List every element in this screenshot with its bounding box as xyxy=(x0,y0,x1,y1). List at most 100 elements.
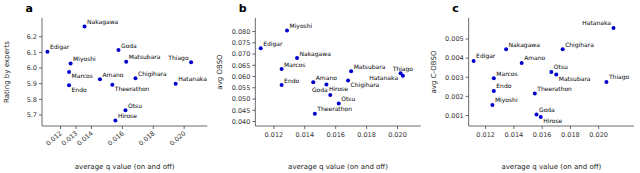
y-tick-label: 0.050 xyxy=(232,95,251,103)
y-tick xyxy=(252,54,255,55)
x-tick-label: 0.014 xyxy=(295,131,314,139)
point-label: Theerathon xyxy=(316,105,352,112)
x-axis-label: average q value (on and off) xyxy=(288,163,388,171)
point xyxy=(133,76,137,80)
x-tick-label: 0.016 xyxy=(326,131,345,139)
point xyxy=(539,115,543,119)
x-tick xyxy=(75,126,76,129)
x-tick-label: 0.012 xyxy=(265,131,284,139)
panel-title: a xyxy=(25,2,32,15)
point-label: Goda xyxy=(312,86,328,93)
point xyxy=(561,47,565,51)
panel: 0.0400.0450.0500.0550.0600.0650.0700.075… xyxy=(216,2,420,171)
point xyxy=(346,79,350,83)
point-label: Chigihara xyxy=(138,70,167,78)
point xyxy=(69,61,73,65)
x-tick xyxy=(335,126,336,129)
point-label: Thiago xyxy=(608,73,630,81)
y-tick xyxy=(39,52,42,53)
point-label: Hirose xyxy=(329,85,348,92)
x-tick xyxy=(366,126,367,129)
x-tick xyxy=(513,126,514,129)
chart-root: 5.75.85.96.06.16.20.0120.0130.0140.0160.… xyxy=(0,0,640,173)
y-tick-label: 5.7 xyxy=(27,111,37,119)
point xyxy=(554,72,558,76)
y-axis-line xyxy=(255,18,256,126)
point-label: Nakagawa xyxy=(509,41,541,49)
y-tick-label: 6.1 xyxy=(27,49,37,57)
point-label: Chigihara xyxy=(565,41,594,49)
x-axis-line xyxy=(255,126,420,127)
y-tick xyxy=(252,99,255,100)
y-tick-label: 0.040 xyxy=(232,118,251,126)
point-label: Miyoshi xyxy=(290,22,313,30)
x-tick xyxy=(485,126,486,129)
x-tick xyxy=(304,126,305,129)
y-tick-label: 0.002 xyxy=(445,93,464,101)
panel-title: b xyxy=(239,2,247,15)
x-axis-line xyxy=(469,126,634,127)
y-tick xyxy=(39,36,42,37)
point-label: Otsu xyxy=(554,63,568,70)
panel-title: c xyxy=(452,2,459,15)
point-label: Marcos xyxy=(284,61,305,68)
x-tick xyxy=(542,126,543,129)
x-tick-label: 0.012 xyxy=(476,131,495,139)
point-label: Otsu xyxy=(128,102,142,109)
y-tick xyxy=(252,31,255,32)
x-axis-label: average q value (on and off) xyxy=(75,163,175,171)
y-tick-label: 0.060 xyxy=(232,73,251,81)
panel: 0.0010.0020.0030.0040.0050.0120.0140.016… xyxy=(430,2,634,171)
point xyxy=(82,25,86,29)
point-label: Edigar xyxy=(263,40,283,48)
point-label: Chigihara xyxy=(351,81,380,89)
point-label: Hirose xyxy=(118,112,137,119)
point xyxy=(401,74,405,78)
point-label: Hatanaka xyxy=(369,74,398,81)
y-tick-label: 0.005 xyxy=(445,35,464,43)
x-tick-label: 0.020 xyxy=(388,131,407,139)
point xyxy=(504,47,508,51)
y-tick-label: 0.070 xyxy=(232,50,251,58)
y-tick xyxy=(39,115,42,116)
x-tick xyxy=(273,126,274,129)
panel: 5.75.85.96.06.16.20.0120.0130.0140.0160.… xyxy=(3,2,207,171)
point-label: Theerathon xyxy=(114,85,150,92)
point-label: Otsu xyxy=(341,95,355,102)
point xyxy=(492,89,496,93)
x-tick xyxy=(397,126,398,129)
y-tick-label: 0.075 xyxy=(232,39,251,47)
point xyxy=(328,93,332,97)
y-tick xyxy=(39,99,42,100)
point-label: Marcos xyxy=(72,72,93,79)
y-tick-label: 0.004 xyxy=(445,54,464,62)
point xyxy=(549,70,553,74)
x-tick xyxy=(91,126,92,129)
point-label: Miyoshi xyxy=(73,55,96,63)
point-label: Nakagawa xyxy=(300,50,332,58)
point xyxy=(280,83,284,87)
point xyxy=(174,82,178,86)
y-tick xyxy=(39,68,42,69)
point-label: Endo xyxy=(496,82,511,89)
point xyxy=(98,77,102,81)
point-label: Miyoshi xyxy=(495,96,518,104)
y-tick xyxy=(466,96,469,97)
y-tick xyxy=(252,87,255,88)
point xyxy=(492,76,496,80)
point-label: Nakagawa xyxy=(87,18,119,26)
x-tick xyxy=(184,126,185,129)
point xyxy=(45,50,49,54)
point xyxy=(280,67,284,71)
point-label: Marcos xyxy=(496,70,517,77)
x-tick xyxy=(570,126,571,129)
y-axis-line xyxy=(42,18,43,126)
point-label: Endo xyxy=(72,86,87,93)
y-tick xyxy=(466,77,469,78)
point xyxy=(604,80,608,84)
point xyxy=(67,70,71,74)
x-tick-label: 0.014 xyxy=(75,129,94,147)
y-axis-label: avg OBSO xyxy=(216,54,224,90)
y-tick xyxy=(252,110,255,111)
y-tick-label: 0.045 xyxy=(232,107,251,115)
